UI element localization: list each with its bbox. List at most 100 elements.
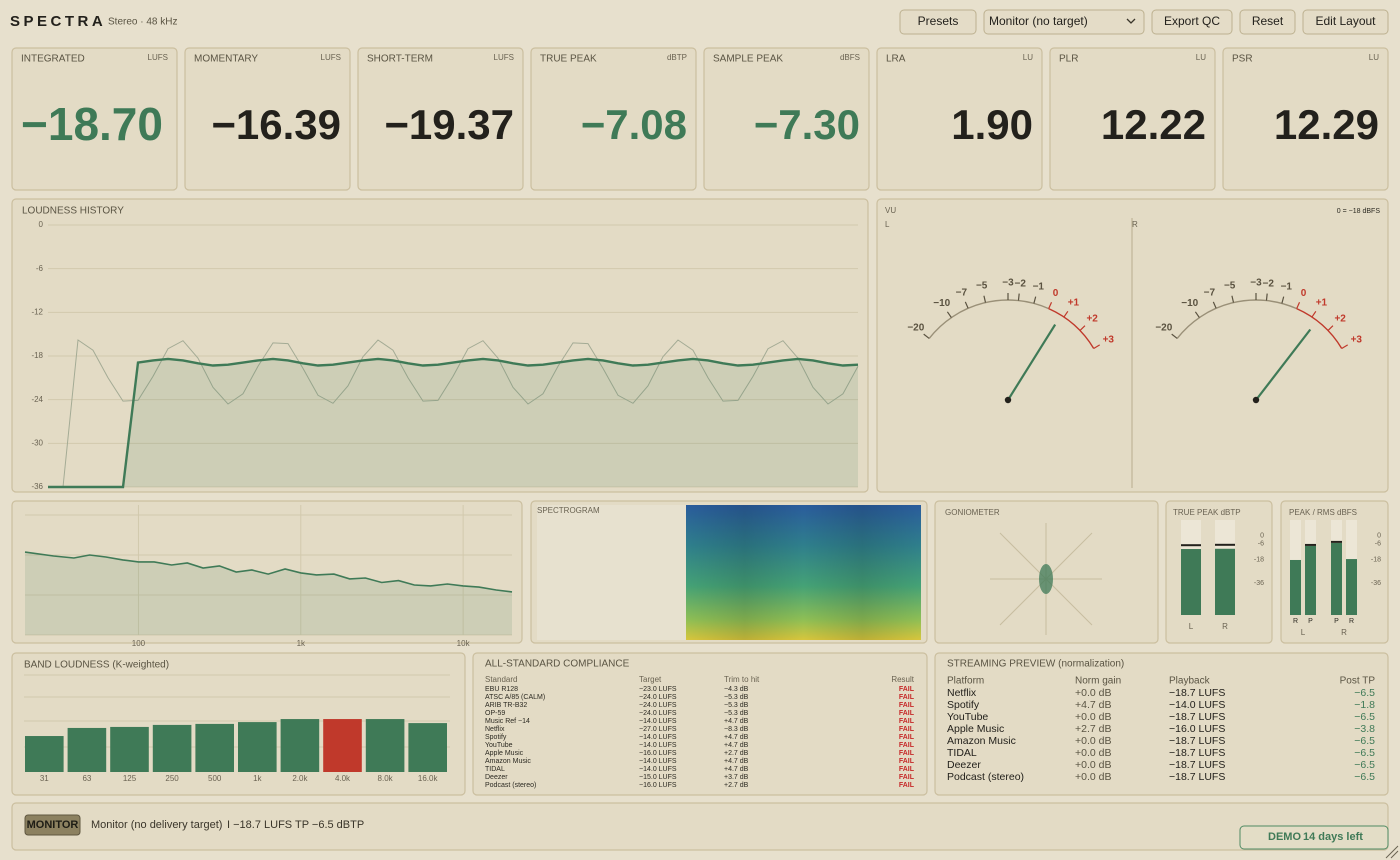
x-tick-label: 4.0k [335, 774, 351, 783]
table-cell: Apple Music [947, 723, 1004, 735]
y-tick-label: -30 [31, 438, 43, 447]
table-cell: −15.0 LUFS [639, 774, 677, 781]
button[interactable] [1302, 9, 1389, 35]
table-cell: +4.7 dB [724, 718, 749, 725]
table-cell: +2.7 dB [1075, 723, 1112, 735]
y-tick-label: -18 [1371, 556, 1381, 563]
meter-label: LRA [886, 54, 906, 65]
meter-bar [1305, 545, 1316, 615]
table-cell: +0.0 dB [1075, 711, 1112, 723]
meter-card [11, 47, 178, 191]
vu-arc [928, 299, 1049, 339]
meter-value: −18.70 [21, 98, 163, 150]
bar-label: R [1349, 618, 1354, 625]
button[interactable] [1151, 9, 1233, 35]
button[interactable] [983, 9, 1145, 35]
table-cell: ATSC A/85 (CALM) [485, 694, 545, 701]
resize-grip [1385, 845, 1399, 859]
mode-badge-label: MONITOR [27, 819, 79, 831]
table-cell: +4.7 dB [1075, 699, 1112, 711]
meter-label: SHORT-TERM [367, 54, 433, 65]
table-cell: −18.7 LUFS [1169, 771, 1225, 783]
table-cell: TIDAL [947, 747, 977, 759]
y-tick-label: -18 [31, 351, 43, 360]
table-cell: FAIL [899, 702, 915, 709]
meter-card [357, 47, 524, 191]
table-cell: −14.0 LUFS [639, 718, 677, 725]
status-true-peak: TP −6.5 dBTP [295, 819, 364, 831]
vu-tick [1063, 310, 1069, 318]
x-tick-label: 1k [253, 774, 262, 783]
table-cell: −6.5 [1354, 711, 1375, 723]
table-cell: −14.0 LUFS [639, 742, 677, 749]
y-tick-label: -36 [31, 482, 43, 491]
table-cell: +0.0 dB [1075, 747, 1112, 759]
table-cell: FAIL [899, 710, 915, 717]
x-tick-label: 1k [297, 639, 306, 648]
table-cell: +4.7 dB [724, 766, 749, 773]
streaming-panel [934, 652, 1389, 796]
button[interactable] [899, 9, 977, 35]
button[interactable] [1239, 9, 1296, 35]
table-cell: FAIL [899, 686, 915, 693]
meter-unit: LUFS [321, 53, 341, 62]
table-cell: FAIL [899, 742, 915, 749]
y-tick-label: -18 [1254, 556, 1264, 563]
dropdown-chevron [1126, 18, 1136, 24]
vu-pivot [1252, 396, 1260, 404]
vu-tick [1265, 293, 1268, 301]
column-header: Trim to hit [724, 675, 760, 684]
table-cell: −24.0 LUFS [639, 694, 677, 701]
demo-days: 14 days left [1303, 831, 1363, 843]
band-bar [238, 722, 277, 772]
x-tick-label: 8.0k [378, 774, 394, 783]
panel-title: BAND LOUDNESS (K-weighted) [24, 660, 169, 671]
table-cell: −14.0 LUFS [1169, 699, 1225, 711]
table-cell: −5.3 dB [724, 710, 749, 717]
vu-pivot [1004, 396, 1012, 404]
brand: SPECTRA [10, 13, 106, 30]
bar-label: P [1308, 618, 1313, 625]
meter-card [184, 47, 351, 191]
table-cell: OP-59 [485, 710, 505, 717]
channel-label: L [1301, 628, 1306, 637]
table-cell: −18.7 LUFS [1169, 711, 1225, 723]
table-cell: FAIL [899, 766, 915, 773]
meter-label: MOMENTARY [194, 54, 258, 65]
dropdown-label: Monitor (no target) [989, 14, 1088, 28]
vu-tick-label: −3 [1002, 278, 1014, 289]
monitor-target: Monitor (no delivery target) [91, 819, 222, 831]
demo-box[interactable] [1239, 825, 1389, 850]
table-cell: TIDAL [485, 766, 505, 773]
band-bar [195, 723, 234, 772]
table-cell: Netflix [947, 687, 977, 699]
panel-title: VU [885, 206, 896, 215]
band-bar [110, 726, 149, 772]
channel-label: R [1222, 622, 1228, 631]
panel-title: PEAK / RMS dBFS [1289, 508, 1357, 517]
table-cell: −18.7 LUFS [1169, 687, 1225, 699]
vu-tick-label: −7 [1204, 287, 1216, 298]
column-header: Norm gain [1075, 676, 1121, 687]
band-bar [67, 727, 107, 772]
history-line [48, 357, 859, 489]
table-cell: Spotify [947, 699, 980, 711]
vu-tick-label: −10 [1181, 298, 1198, 309]
mode-badge [24, 814, 81, 836]
table-cell: −6.5 [1354, 771, 1375, 783]
panel-title: GONIOMETER [945, 508, 1000, 517]
vu-reference: 0 = −18 dBFS [1337, 208, 1381, 215]
vu-tick-label: −1 [1033, 282, 1045, 293]
table-cell: −6.5 [1354, 747, 1375, 759]
vu-tick [946, 311, 952, 318]
table-cell: +4.7 dB [724, 742, 749, 749]
vu-tick-label: −20 [1155, 323, 1172, 334]
vu-tick [1281, 296, 1285, 304]
band-bar [408, 723, 447, 772]
meter-label: INTEGRATED [21, 54, 85, 65]
spectrum-area [25, 552, 512, 635]
peak-hold [1305, 543, 1316, 546]
panel-title: ALL-STANDARD COMPLIANCE [485, 659, 630, 670]
x-tick-label: 100 [132, 639, 146, 648]
table-cell: +2.7 dB [724, 750, 749, 757]
